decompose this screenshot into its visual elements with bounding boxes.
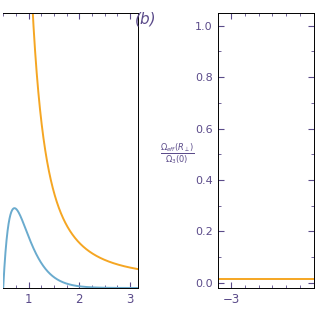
Text: (b): (b) — [135, 11, 156, 26]
Text: $\frac{\Omega_{eff}(R_\perp)}{\Omega_3(0)}$: $\frac{\Omega_{eff}(R_\perp)}{\Omega_3(0… — [160, 141, 195, 166]
